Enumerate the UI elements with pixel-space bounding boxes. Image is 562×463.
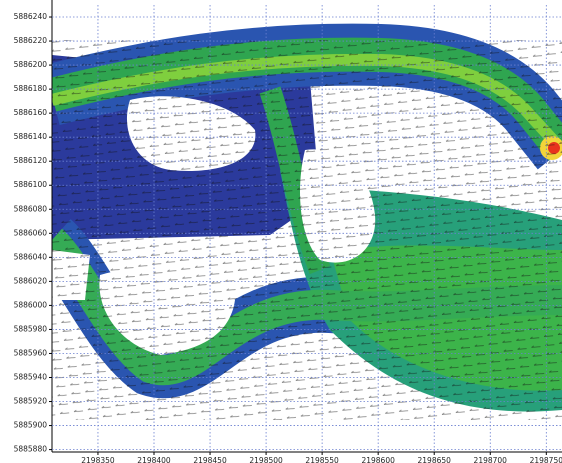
y-tick-label: 5886040 [14, 252, 48, 261]
y-tick-label: 5886140 [14, 132, 48, 141]
y-tick-label: 5886240 [14, 12, 48, 21]
x-tick-label: 2198550 [305, 456, 339, 463]
x-tick-label: 2198750 [530, 456, 562, 463]
y-tick-label: 5886100 [14, 180, 48, 189]
flow-map: 5885880 5885900 5885920 5885940 5885960 58859… [0, 0, 562, 463]
y-tick-label: 5885880 [14, 445, 48, 454]
x-tick-label: 2198500 [249, 456, 283, 463]
x-tick-label: 2198350 [81, 456, 115, 463]
y-tick-label: 5885900 [14, 421, 48, 430]
y-tick-label: 5886160 [14, 108, 48, 117]
y-tick-label: 5886000 [14, 300, 48, 309]
x-tick-label: 2198700 [474, 456, 508, 463]
y-tick-label: 5885940 [14, 373, 48, 382]
y-tick-label: 5885960 [14, 348, 48, 357]
y-tick-label: 5886080 [14, 204, 48, 213]
y-tick-label: 5886060 [14, 228, 48, 237]
y-tick-label: 5886180 [14, 84, 48, 93]
y-tick-label: 5886200 [14, 60, 48, 69]
y-tick-label: 5885980 [14, 324, 48, 333]
x-tick-label: 2198400 [137, 456, 171, 463]
velocity-field [52, 40, 562, 420]
y-tick-label: 5885920 [14, 397, 48, 406]
x-tick-label: 2198600 [361, 456, 395, 463]
y-tick-label: 5886220 [14, 36, 48, 45]
x-tick-label: 2198650 [418, 456, 452, 463]
x-tick-label: 2198450 [193, 456, 227, 463]
y-tick-label: 5886020 [14, 276, 48, 285]
y-tick-label: 5886120 [14, 156, 48, 165]
